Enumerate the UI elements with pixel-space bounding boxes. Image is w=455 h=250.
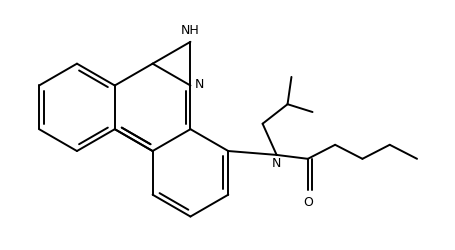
Text: O: O (303, 195, 313, 208)
Text: N: N (194, 77, 204, 90)
Text: N: N (272, 157, 281, 170)
Text: NH: NH (181, 24, 200, 37)
